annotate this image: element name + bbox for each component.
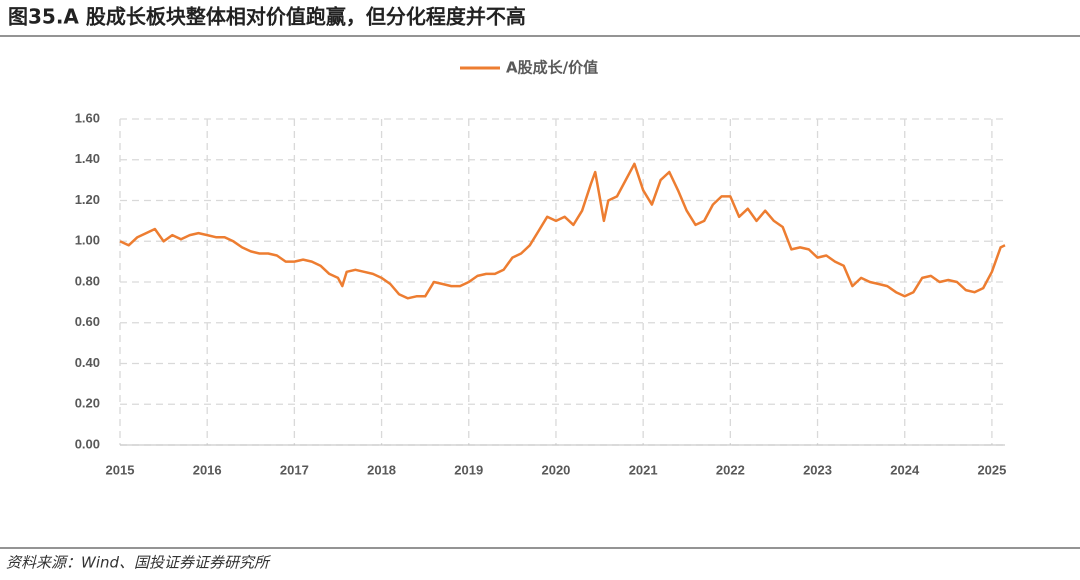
x-tick-label: 2019 — [454, 462, 483, 477]
y-tick-label: 1.40 — [75, 151, 100, 166]
y-tick-label: 0.80 — [75, 273, 100, 288]
x-tick-label: 2023 — [803, 462, 832, 477]
x-tick-label: 2021 — [629, 462, 658, 477]
x-tick-label: 2025 — [977, 462, 1006, 477]
x-tick-label: 2020 — [541, 462, 570, 477]
y-tick-label: 0.00 — [75, 436, 100, 451]
source-note: 资料来源：Wind、国投证券证券研究所 — [6, 554, 271, 572]
y-tick-label: 1.20 — [75, 192, 100, 207]
y-tick-label: 0.40 — [75, 355, 100, 370]
y-tick-label: 0.20 — [75, 396, 100, 411]
y-tick-label: 1.00 — [75, 233, 100, 248]
y-tick-label: 0.60 — [75, 314, 100, 329]
x-tick-label: 2016 — [193, 462, 222, 477]
chart-title: 图35.A 股成长板块整体相对价值跑赢，但分化程度并不高 — [8, 5, 526, 29]
x-tick-label: 2022 — [716, 462, 745, 477]
series-line — [119, 162, 1006, 300]
x-tick-label: 2015 — [106, 462, 135, 477]
x-tick-label: 2018 — [367, 462, 396, 477]
legend-label: A股成长/价值 — [506, 59, 598, 77]
x-tick-label: 2024 — [890, 462, 920, 477]
y-tick-label: 1.60 — [75, 110, 100, 125]
x-tick-label: 2017 — [280, 462, 309, 477]
